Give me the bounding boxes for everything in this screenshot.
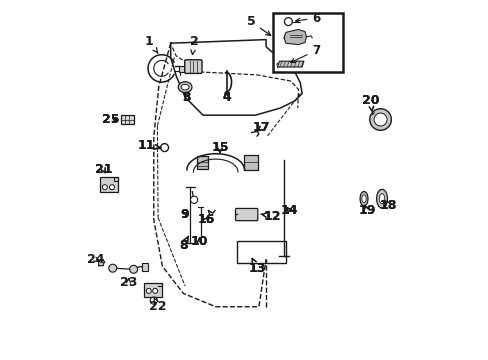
Text: 13: 13 xyxy=(248,258,265,275)
Bar xyxy=(179,66,185,72)
Text: 18: 18 xyxy=(379,199,396,212)
Text: 3: 3 xyxy=(182,91,191,104)
FancyBboxPatch shape xyxy=(184,60,202,73)
Bar xyxy=(273,13,343,72)
Text: 22: 22 xyxy=(149,297,166,313)
Circle shape xyxy=(160,144,168,152)
Text: 21: 21 xyxy=(95,163,112,176)
Ellipse shape xyxy=(359,192,367,206)
Text: 11: 11 xyxy=(138,139,161,152)
Text: 15: 15 xyxy=(211,141,228,154)
Text: 15: 15 xyxy=(211,141,228,154)
Bar xyxy=(144,283,162,297)
Text: 1: 1 xyxy=(144,35,158,53)
Text: 12: 12 xyxy=(261,210,281,222)
Circle shape xyxy=(152,288,158,293)
Text: 12: 12 xyxy=(261,210,281,222)
Circle shape xyxy=(373,113,386,126)
Bar xyxy=(121,115,133,124)
Ellipse shape xyxy=(178,82,192,93)
Text: 5: 5 xyxy=(246,15,270,35)
Text: 6: 6 xyxy=(295,12,320,24)
Text: 4: 4 xyxy=(222,91,230,104)
Ellipse shape xyxy=(376,189,386,208)
Circle shape xyxy=(102,185,107,190)
Text: 7: 7 xyxy=(290,44,320,63)
Bar xyxy=(142,263,147,271)
Polygon shape xyxy=(277,61,303,67)
Text: 19: 19 xyxy=(358,204,375,217)
Text: 11: 11 xyxy=(138,139,161,152)
Circle shape xyxy=(109,185,114,190)
Text: 17: 17 xyxy=(252,121,270,134)
Bar xyxy=(197,156,208,169)
Polygon shape xyxy=(284,30,306,45)
Text: 23: 23 xyxy=(120,276,137,289)
Text: 16: 16 xyxy=(198,213,215,226)
Circle shape xyxy=(190,196,197,203)
Text: 2: 2 xyxy=(189,35,198,54)
Text: 9: 9 xyxy=(181,208,189,221)
Text: 3: 3 xyxy=(182,91,191,104)
Circle shape xyxy=(146,288,151,293)
Circle shape xyxy=(150,297,157,304)
Bar xyxy=(100,177,118,192)
Text: 14: 14 xyxy=(280,204,298,217)
Text: 25: 25 xyxy=(102,113,119,126)
Text: 16: 16 xyxy=(198,213,215,226)
Circle shape xyxy=(129,265,137,273)
Text: 9: 9 xyxy=(181,208,189,221)
Text: 19: 19 xyxy=(358,204,375,217)
Text: 13: 13 xyxy=(248,258,265,275)
Ellipse shape xyxy=(181,84,189,90)
Text: 17: 17 xyxy=(252,121,270,134)
Ellipse shape xyxy=(379,194,384,204)
Text: 10: 10 xyxy=(190,235,208,248)
Text: 25: 25 xyxy=(102,113,119,126)
Text: 18: 18 xyxy=(379,199,396,212)
Text: 10: 10 xyxy=(190,235,208,248)
Text: 8: 8 xyxy=(179,236,188,252)
Bar xyxy=(244,155,258,170)
Bar xyxy=(236,241,285,263)
Text: 20: 20 xyxy=(361,94,379,111)
Polygon shape xyxy=(99,260,104,266)
Text: 20: 20 xyxy=(361,94,379,111)
Circle shape xyxy=(369,109,390,130)
Text: 8: 8 xyxy=(179,236,188,252)
Text: 21: 21 xyxy=(95,163,112,176)
Circle shape xyxy=(108,264,117,272)
FancyBboxPatch shape xyxy=(235,208,257,221)
Text: 4: 4 xyxy=(222,91,230,104)
Text: 14: 14 xyxy=(280,204,298,217)
Text: 24: 24 xyxy=(87,253,105,266)
Ellipse shape xyxy=(361,195,366,203)
